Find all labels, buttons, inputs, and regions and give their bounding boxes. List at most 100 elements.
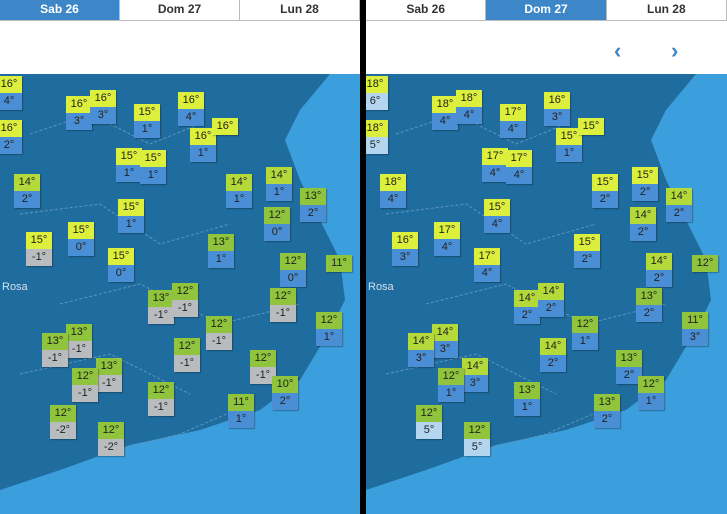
max-temp: 15° bbox=[68, 222, 94, 239]
min-temp: -1° bbox=[250, 367, 276, 384]
min-temp: 6° bbox=[366, 93, 388, 110]
min-temp: 3° bbox=[408, 350, 434, 367]
temp-marker: 16° 2° bbox=[0, 120, 22, 154]
max-temp: 15° bbox=[116, 148, 142, 165]
max-temp: 12° bbox=[572, 316, 598, 333]
max-temp: 17° bbox=[482, 148, 508, 165]
min-temp: 1° bbox=[134, 121, 160, 138]
max-temp: 17° bbox=[434, 222, 460, 239]
temp-marker: 16° 3° bbox=[90, 90, 116, 124]
temp-marker: 15° 2° bbox=[592, 174, 618, 208]
temp-marker: 11° 1° bbox=[228, 394, 254, 428]
max-temp: 15° bbox=[592, 174, 618, 191]
temp-marker: 17° 4° bbox=[506, 150, 532, 184]
temp-marker: 12° 0° bbox=[280, 253, 306, 287]
next-arrow[interactable]: › bbox=[671, 38, 679, 63]
min-temp: 3° bbox=[462, 375, 488, 392]
day-tab[interactable]: Dom 27 bbox=[120, 0, 240, 20]
min-temp: -1° bbox=[26, 249, 52, 266]
min-temp: -1° bbox=[148, 399, 174, 416]
temp-marker: 13° 1° bbox=[514, 382, 540, 416]
min-temp: 1° bbox=[514, 399, 540, 416]
max-temp: 14° bbox=[514, 290, 540, 307]
max-temp: 15° bbox=[134, 104, 160, 121]
max-temp: 12° bbox=[316, 312, 342, 329]
max-temp: 17° bbox=[474, 248, 500, 265]
day-tab[interactable]: Lun 28 bbox=[607, 0, 727, 20]
temp-marker: 13° -1° bbox=[148, 290, 174, 324]
temp-marker: 15° -1° bbox=[26, 232, 52, 266]
min-temp: 3° bbox=[392, 249, 418, 266]
temp-marker: 14° 3° bbox=[408, 333, 434, 367]
temp-marker: 18° 5° bbox=[366, 120, 388, 154]
temp-marker: 14° 2° bbox=[646, 253, 672, 287]
temp-marker: 16° 3° bbox=[544, 92, 570, 126]
day-tab[interactable]: Lun 28 bbox=[240, 0, 360, 20]
min-temp: 2° bbox=[272, 393, 298, 410]
min-temp: 2° bbox=[666, 205, 692, 222]
min-temp: 2° bbox=[540, 355, 566, 372]
day-tabs: Sab 26 Dom 27 Lun 28 bbox=[0, 0, 360, 21]
max-temp: 12° bbox=[172, 283, 198, 300]
max-temp: 13° bbox=[616, 350, 642, 367]
max-temp: 13° bbox=[66, 324, 92, 341]
temp-marker: 18° 4° bbox=[456, 90, 482, 124]
temp-marker: 13° 2° bbox=[616, 350, 642, 384]
min-temp: 4° bbox=[500, 121, 526, 138]
min-temp: 0° bbox=[68, 239, 94, 256]
max-temp: 15° bbox=[26, 232, 52, 249]
temp-marker: 17° 4° bbox=[500, 104, 526, 138]
min-temp: 3° bbox=[66, 113, 92, 130]
temp-marker: 12° -1° bbox=[148, 382, 174, 416]
temp-marker: 16° bbox=[212, 118, 238, 135]
min-temp: 5° bbox=[416, 422, 442, 439]
min-temp: 1° bbox=[638, 393, 664, 410]
min-temp: -1° bbox=[172, 300, 198, 317]
temp-marker: 11° bbox=[326, 255, 352, 272]
temp-marker: 16° 3° bbox=[66, 96, 92, 130]
max-temp: 12° bbox=[280, 253, 306, 270]
min-temp: 5° bbox=[366, 137, 388, 154]
temp-marker: 18° 6° bbox=[366, 76, 388, 110]
temp-marker: 12° 0° bbox=[264, 207, 290, 241]
max-temp: 16° bbox=[0, 120, 22, 137]
min-temp: 1° bbox=[316, 329, 342, 346]
forecast-panel: Sab 26 Dom 27 Lun 28 ‹ › Rosa 18° 6° 18° 4° 18° 4° 1… bbox=[366, 0, 727, 514]
min-temp: 4° bbox=[432, 113, 458, 130]
max-temp: 13° bbox=[300, 188, 326, 205]
min-temp: 5° bbox=[464, 439, 490, 456]
max-temp: 13° bbox=[636, 288, 662, 305]
max-temp: 16° bbox=[544, 92, 570, 109]
min-temp: -1° bbox=[96, 375, 122, 392]
max-temp: 16° bbox=[90, 90, 116, 107]
temp-marker: 15° bbox=[578, 118, 604, 135]
min-temp: 1° bbox=[556, 145, 582, 162]
place-label: Rosa bbox=[2, 281, 28, 293]
temp-marker: 14° 2° bbox=[514, 290, 540, 324]
place-label: Rosa bbox=[368, 281, 394, 293]
temp-marker: 17° 4° bbox=[474, 248, 500, 282]
prev-arrow[interactable]: ‹ bbox=[614, 38, 622, 63]
min-temp: -1° bbox=[66, 341, 92, 358]
temp-marker: 17° 4° bbox=[434, 222, 460, 256]
temp-marker: 10° 2° bbox=[272, 376, 298, 410]
max-temp: 12° bbox=[174, 338, 200, 355]
max-temp: 15° bbox=[574, 234, 600, 251]
max-temp: 13° bbox=[514, 382, 540, 399]
max-temp: 12° bbox=[250, 350, 276, 367]
day-tab[interactable]: Sab 26 bbox=[0, 0, 120, 20]
max-temp: 18° bbox=[366, 76, 388, 93]
max-temp: 16° bbox=[190, 128, 216, 145]
max-temp: 12° bbox=[264, 207, 290, 224]
min-temp: 2° bbox=[592, 191, 618, 208]
temp-marker: 12° 5° bbox=[416, 405, 442, 439]
max-temp: 12° bbox=[98, 422, 124, 439]
day-tab[interactable]: Sab 26 bbox=[366, 0, 487, 20]
temp-marker: 11° 3° bbox=[682, 312, 708, 346]
max-temp: 15° bbox=[140, 150, 166, 167]
temp-marker: 13° 2° bbox=[594, 394, 620, 428]
day-tab[interactable]: Dom 27 bbox=[486, 0, 607, 20]
max-temp: 13° bbox=[42, 333, 68, 350]
temp-marker: 15° 1° bbox=[118, 199, 144, 233]
